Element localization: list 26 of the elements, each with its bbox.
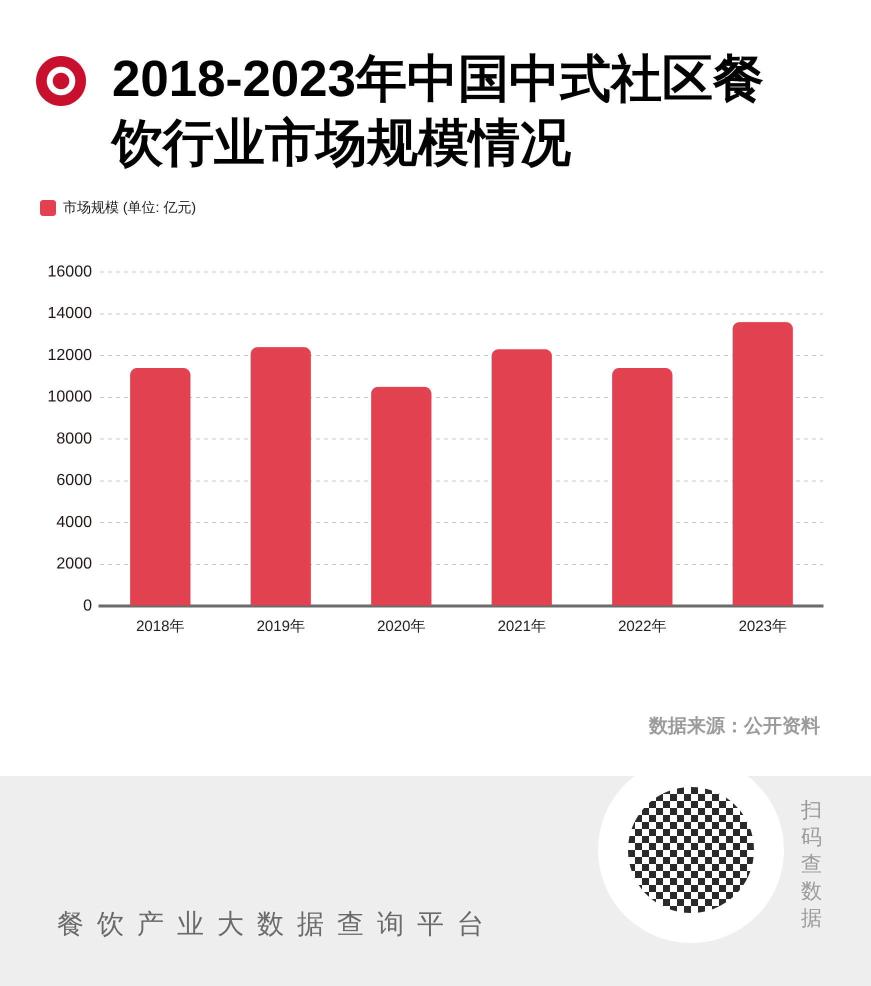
legend-label: 市场规模 (单位: 亿元) [63, 198, 196, 215]
y-tick-label: 8000 [56, 430, 92, 448]
bar [612, 368, 672, 606]
chart-title: 2018-2023年中国中式社区餐饮行业市场规模情况 [112, 49, 765, 173]
y-tick-label: 2000 [56, 556, 92, 573]
bar [732, 322, 793, 606]
bar [371, 386, 432, 606]
source-note: 数据来源：公开资料 [649, 715, 820, 739]
y-tick-label: 6000 [56, 472, 92, 490]
x-tick-label: 2022年 [618, 618, 666, 636]
bar [130, 368, 190, 606]
y-tick-label: 0 [83, 597, 92, 614]
text: 餐饮产业大数据查询平台 [57, 908, 497, 941]
bar [250, 347, 311, 606]
y-tick-label: 10000 [48, 388, 92, 406]
x-tick-label: 2020年 [377, 618, 426, 636]
y-tick-label: 16000 [48, 263, 92, 280]
y-tick-label: 14000 [48, 305, 92, 322]
x-tick-label: 2023年 [738, 618, 787, 636]
y-tick-label: 12000 [48, 346, 92, 364]
text: 扫码查数据 [801, 798, 823, 932]
x-tick-label: 2021年 [498, 618, 546, 636]
x-tick-label: 2019年 [256, 618, 305, 636]
y-tick-label: 4000 [56, 514, 92, 531]
x-tick-label: 2018年 [136, 618, 184, 636]
bar [492, 349, 552, 606]
